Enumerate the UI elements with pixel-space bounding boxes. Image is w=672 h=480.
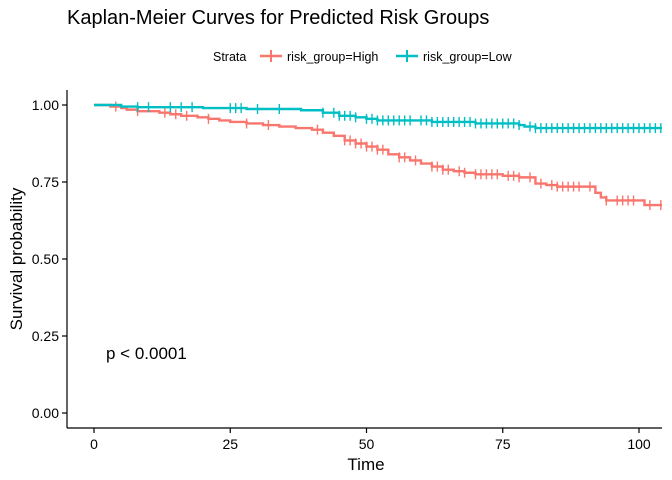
x-axis-ticks: 0 25 50 75 100: [90, 428, 651, 452]
y-tick-label: 1.00: [32, 97, 59, 113]
legend: Strata risk_group=High risk_group=Low: [213, 50, 513, 64]
legend-label-high: risk_group=High: [287, 50, 378, 64]
y-tick-label: 0.50: [32, 251, 59, 267]
x-tick-label: 0: [90, 436, 98, 452]
y-tick-label: 0.25: [32, 328, 59, 344]
y-tick-label: 0.00: [32, 405, 59, 421]
p-value-annotation: p < 0.0001: [106, 344, 187, 363]
x-axis-title: Time: [347, 455, 384, 474]
x-tick-label: 50: [359, 436, 375, 452]
x-tick-label: 75: [495, 436, 511, 452]
legend-key-high: [260, 50, 282, 62]
y-tick-label: 0.75: [32, 174, 59, 190]
legend-key-low: [396, 50, 418, 62]
legend-title: Strata: [213, 50, 246, 64]
chart-title: Kaplan-Meier Curves for Predicted Risk G…: [67, 7, 489, 29]
plot-area: [94, 101, 662, 211]
y-axis-ticks: 0.00 0.25 0.50 0.75 1.00: [32, 97, 67, 421]
legend-label-low: risk_group=Low: [423, 50, 513, 64]
x-tick-label: 100: [627, 436, 651, 452]
x-tick-label: 25: [222, 436, 238, 452]
y-axis-title: Survival probability: [7, 187, 26, 330]
km-curve-low: [94, 103, 662, 130]
